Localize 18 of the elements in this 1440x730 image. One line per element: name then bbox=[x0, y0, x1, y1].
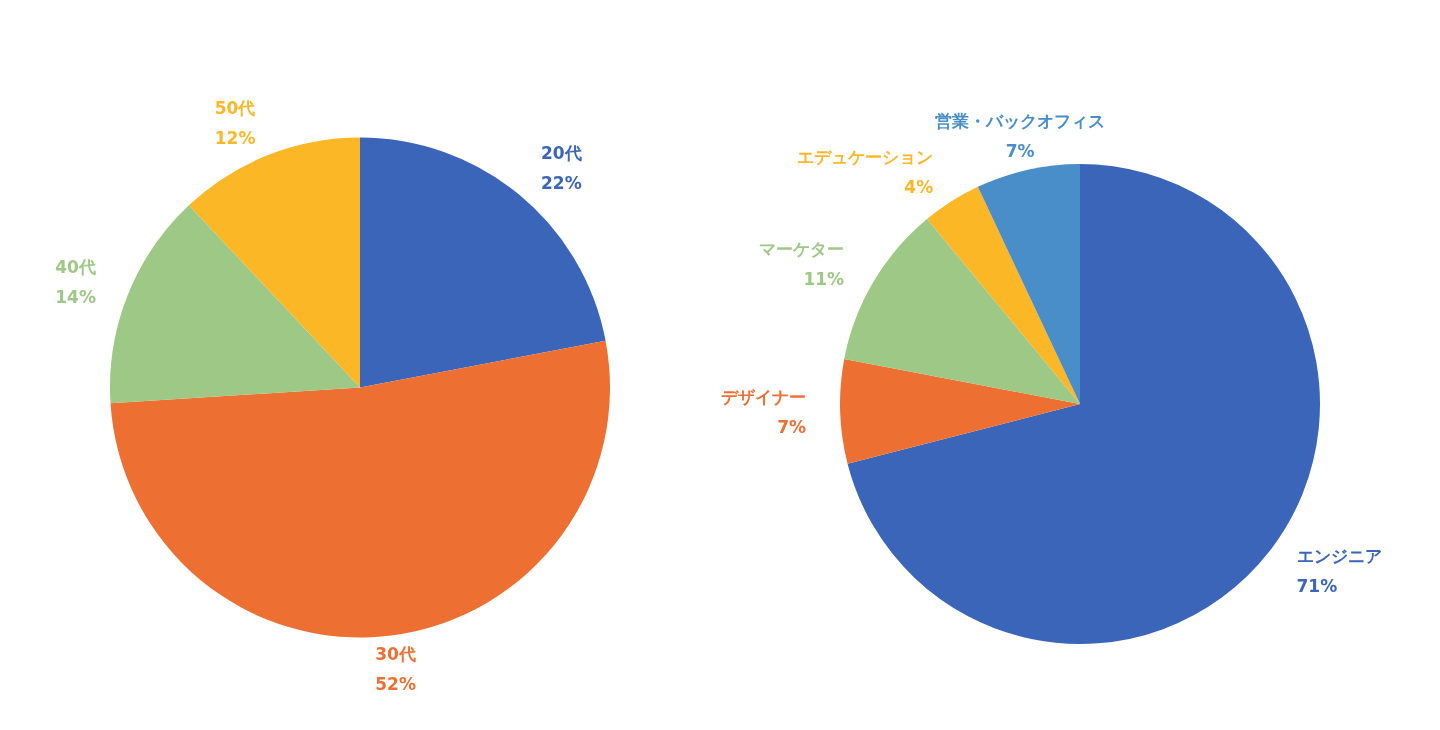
slice-label: 営業・バックオフィス bbox=[935, 111, 1106, 132]
slice-label: 50代 bbox=[214, 97, 256, 118]
data-label: 52% bbox=[375, 673, 416, 694]
data-label: 11% bbox=[803, 268, 845, 289]
data-label: 4% bbox=[904, 177, 934, 198]
slice-label: 40代 bbox=[55, 257, 96, 278]
data-label: 22% bbox=[541, 173, 582, 194]
slice-label: 20代 bbox=[541, 143, 582, 164]
slice-label: デザイナー bbox=[721, 387, 807, 408]
data-label: 7% bbox=[1005, 141, 1035, 162]
data-label: 12% bbox=[214, 127, 256, 148]
data-label: 7% bbox=[777, 417, 807, 438]
data-label: 14% bbox=[55, 287, 96, 308]
slice-label: エンジニア bbox=[1296, 546, 1382, 567]
slice-label: エデュケーション bbox=[797, 147, 934, 168]
data-label: 71% bbox=[1296, 576, 1338, 597]
slice-label: 30代 bbox=[375, 643, 416, 664]
slice-label: マーケター bbox=[759, 238, 845, 259]
